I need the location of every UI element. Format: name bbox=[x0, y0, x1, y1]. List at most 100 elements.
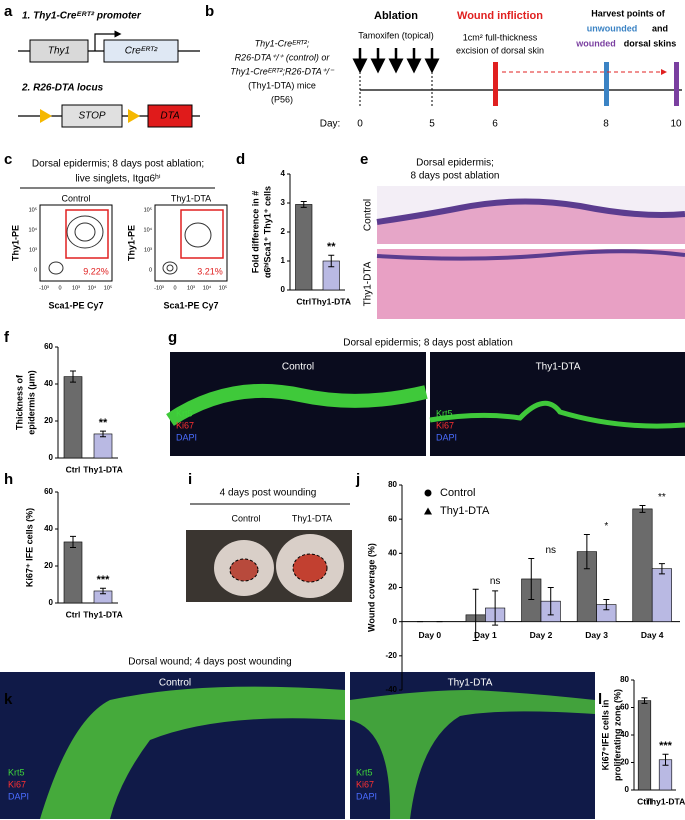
y-tick-label: 4 bbox=[281, 169, 286, 178]
panel-letter: g bbox=[168, 329, 177, 346]
construct-diagram bbox=[18, 30, 200, 128]
y-tick-label: 0 bbox=[49, 453, 54, 462]
panel-letter: i bbox=[188, 471, 192, 488]
label: live singlets, Itgα6ʰⁱ bbox=[75, 174, 161, 185]
error-bar bbox=[100, 587, 106, 595]
timeline bbox=[352, 48, 682, 108]
x-tick-label: Day 0 bbox=[418, 630, 441, 640]
y-tick-label: 1 bbox=[281, 256, 286, 265]
label: Creᴱᴿᵀ² bbox=[125, 46, 158, 57]
label: Thy1-DTA bbox=[292, 513, 332, 523]
label: (P56) bbox=[271, 94, 293, 104]
wound-photo bbox=[186, 503, 352, 602]
flow-plots bbox=[20, 187, 228, 282]
label: Thy1-Creᴱᴿᵀ²; bbox=[255, 38, 310, 48]
label: 10⁴ bbox=[88, 284, 97, 291]
label: Day: bbox=[320, 119, 341, 130]
y-tick-label: -40 bbox=[385, 685, 397, 694]
label: Ki67 bbox=[8, 779, 26, 789]
label: Krt5 bbox=[8, 767, 25, 777]
label: Thy1-Creᴱᴿᵀ²;R26-DTA⁺/⁻ bbox=[230, 66, 335, 76]
y-axis-label: Fold difference in # bbox=[250, 191, 260, 274]
y-tick-label: 80 bbox=[388, 480, 397, 489]
label: -10³ bbox=[39, 285, 49, 291]
significance: *** bbox=[97, 574, 111, 586]
y-tick-label: 2 bbox=[281, 227, 286, 236]
y-axis-label: proliferating zone (%) bbox=[612, 689, 622, 781]
error-bar bbox=[492, 590, 499, 626]
x-tick-label: Thy1-DTA bbox=[646, 796, 685, 806]
wound-fluorescence bbox=[0, 672, 595, 819]
error-bar bbox=[70, 535, 76, 548]
panel-letter: l bbox=[598, 691, 602, 708]
label: 5 bbox=[429, 119, 435, 130]
label: 8 days post ablation bbox=[411, 171, 500, 182]
panel-letter: k bbox=[4, 691, 13, 708]
label: 10³ bbox=[72, 285, 80, 291]
label: 10³ bbox=[29, 247, 37, 253]
label: 10⁵ bbox=[219, 284, 227, 291]
bar bbox=[295, 204, 313, 291]
label: 0 bbox=[149, 267, 152, 273]
error-bar bbox=[641, 697, 648, 704]
error-bar bbox=[100, 430, 106, 438]
error-bar bbox=[639, 505, 646, 513]
panel-letter: f bbox=[4, 329, 10, 346]
panel-letter: e bbox=[360, 151, 368, 168]
y-tick-label: 40 bbox=[388, 548, 397, 557]
label: Thy1-DTA bbox=[363, 261, 374, 306]
histology-images bbox=[376, 186, 685, 319]
label: 0 bbox=[357, 119, 363, 130]
label: 10³ bbox=[187, 285, 195, 291]
significance: ** bbox=[99, 417, 108, 429]
panel-letter: a bbox=[4, 3, 13, 20]
y-tick-label: 20 bbox=[388, 583, 397, 592]
x-tick-label: Ctrl bbox=[637, 796, 652, 806]
y-tick-label: 60 bbox=[620, 703, 629, 712]
y-tick-label: 20 bbox=[44, 561, 53, 570]
x-tick-label: Day 3 bbox=[585, 630, 608, 640]
y-axis-label: Ki67⁺ IFE cells (%) bbox=[24, 508, 34, 587]
x-tick-label: Ctrl bbox=[296, 296, 311, 306]
label: Thy1-PE bbox=[126, 225, 136, 261]
y-axis-label: α6ʰⁱSca1⁺ Thy1⁺ cells bbox=[261, 186, 272, 278]
y-axis-label: Ki67⁺IFE cells in bbox=[600, 700, 610, 771]
y-tick-label: 0 bbox=[625, 785, 630, 794]
bar bbox=[63, 376, 83, 459]
label: 10⁴ bbox=[203, 284, 212, 291]
label: Dorsal wound; 4 days post wounding bbox=[128, 657, 291, 668]
y-tick-label: 0 bbox=[393, 617, 398, 626]
label: 10⁴ bbox=[144, 226, 153, 233]
label: Thy1-DTA bbox=[171, 193, 211, 203]
y-tick-label: 0 bbox=[49, 598, 54, 607]
legend-label: Thy1-DTA bbox=[440, 505, 490, 517]
panel-letter: b bbox=[205, 3, 214, 20]
x-tick-label: Ctrl bbox=[66, 609, 81, 619]
label: 2. R26-DTA locus bbox=[21, 83, 104, 94]
x-tick-label: Thy1-DTA bbox=[311, 296, 351, 306]
label: and bbox=[652, 23, 668, 33]
error-bar bbox=[662, 753, 669, 766]
y-axis-label: Wound coverage (%) bbox=[366, 543, 376, 632]
y-tick-label: 60 bbox=[44, 487, 53, 496]
label: Dorsal epidermis; bbox=[416, 158, 494, 169]
label: DAPI bbox=[356, 791, 377, 801]
x-tick-label: Day 1 bbox=[474, 630, 497, 640]
y-tick-label: 80 bbox=[620, 675, 629, 684]
label: Thy1-DTA bbox=[448, 678, 493, 689]
panel-letter: j bbox=[355, 471, 360, 488]
bar bbox=[93, 433, 113, 459]
bar bbox=[63, 541, 83, 604]
panel-letter: c bbox=[4, 151, 12, 168]
label: dorsal skins bbox=[624, 38, 677, 48]
y-tick-label: 0 bbox=[281, 285, 286, 294]
y-tick-label: 20 bbox=[620, 758, 629, 767]
label: 10⁵ bbox=[144, 206, 152, 213]
label: excision of dorsal skin bbox=[456, 45, 544, 55]
significance: ** bbox=[327, 241, 336, 253]
label: Wound infliction bbox=[457, 10, 543, 22]
label: Dorsal epidermis; 8 days post ablation; bbox=[32, 159, 204, 170]
label: Krt5 bbox=[176, 408, 193, 418]
label: 0 bbox=[58, 285, 61, 291]
